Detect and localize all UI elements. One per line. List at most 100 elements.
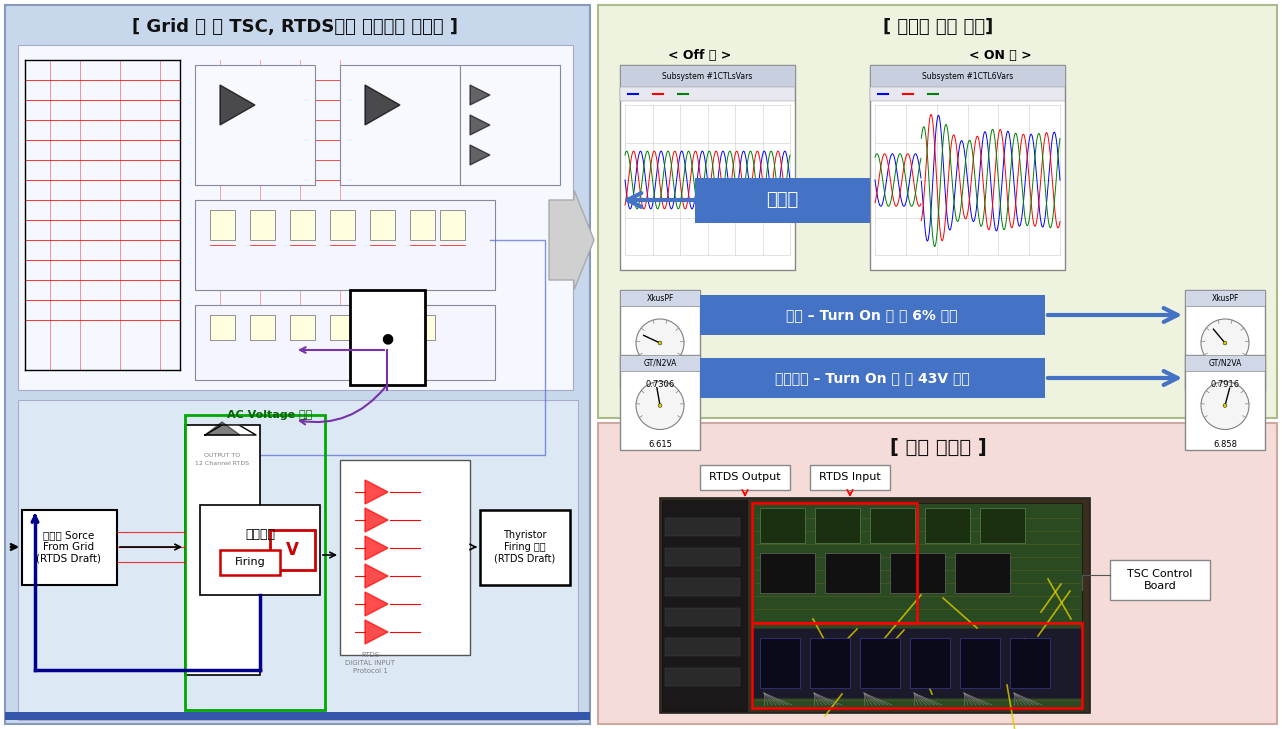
Polygon shape [365, 536, 388, 560]
Bar [290, 210, 315, 240]
Bar [250, 210, 276, 240]
Text: 6.615: 6.615 [649, 440, 672, 448]
Bar [1185, 355, 1265, 371]
Bar [620, 87, 795, 101]
Text: TSC Control
Board: TSC Control Board [1127, 569, 1192, 590]
Text: DIGITAL INPUT: DIGITAL INPUT [345, 660, 395, 666]
Polygon shape [470, 85, 490, 105]
Bar [195, 305, 495, 380]
Text: [ 개발 제어기 ]: [ 개발 제어기 ] [890, 437, 986, 456]
Bar [700, 465, 790, 490]
Bar [440, 210, 465, 240]
Bar [185, 415, 326, 710]
Bar [340, 460, 470, 655]
Text: Thyristor
Firing 신호
(RTDS Draft): Thyristor Firing 신호 (RTDS Draft) [495, 531, 555, 564]
Bar [665, 638, 740, 656]
Polygon shape [470, 145, 490, 165]
Bar [620, 65, 795, 87]
Bar [753, 628, 1082, 698]
Bar [870, 65, 1065, 270]
Text: 0.7916: 0.7916 [1210, 380, 1240, 389]
Bar [329, 315, 355, 340]
Bar [870, 65, 1065, 87]
Bar [760, 508, 805, 543]
Bar [340, 65, 460, 185]
Bar [695, 178, 870, 223]
Text: Subsystem #1CTL6Vars: Subsystem #1CTL6Vars [922, 71, 1013, 80]
Polygon shape [365, 564, 388, 588]
Text: 선간전압 – Turn On 시 약 43V 증가: 선간전압 – Turn On 시 약 43V 증가 [774, 371, 969, 385]
Text: 6.858: 6.858 [1213, 440, 1237, 448]
Text: RTDS Output: RTDS Output [709, 472, 781, 482]
Bar [662, 500, 747, 711]
Bar [1185, 290, 1265, 306]
Bar [870, 508, 915, 543]
Circle shape [658, 404, 662, 408]
Circle shape [636, 381, 685, 429]
Bar [979, 508, 1026, 543]
Bar [960, 638, 1000, 688]
Circle shape [1201, 319, 1249, 367]
Bar [760, 553, 815, 593]
Bar [597, 423, 1277, 724]
Text: 상전류: 상전류 [765, 191, 799, 209]
Bar [195, 200, 495, 290]
Text: AC Voltage 생성: AC Voltage 생성 [227, 410, 313, 420]
Circle shape [1201, 381, 1249, 429]
Text: GT/N2VA: GT/N2VA [644, 359, 677, 367]
Text: RTDS: RTDS [362, 652, 379, 658]
Text: 상전압 Sorce
From Grid
(RTDS Draft): 상전압 Sorce From Grid (RTDS Draft) [36, 531, 101, 564]
Bar [700, 358, 1045, 398]
Text: Protocol 1: Protocol 1 [353, 668, 387, 674]
Bar [329, 210, 355, 240]
Bar [826, 553, 879, 593]
Text: 역률 – Turn On 시 약 6% 증가: 역률 – Turn On 시 약 6% 증가 [786, 308, 958, 322]
Bar [290, 315, 315, 340]
Bar [700, 295, 1045, 335]
Bar [660, 498, 1090, 713]
Bar [5, 5, 590, 724]
Polygon shape [365, 620, 388, 644]
Bar [22, 510, 117, 585]
Bar [1010, 638, 1050, 688]
Bar [271, 530, 315, 570]
Text: < Off 시 >: < Off 시 > [668, 49, 732, 61]
Bar [870, 87, 1065, 101]
FancyArrow shape [549, 190, 594, 290]
Polygon shape [365, 480, 388, 504]
Bar [1185, 355, 1265, 450]
Bar [370, 210, 395, 240]
Bar [350, 290, 426, 385]
Bar [620, 290, 700, 390]
Bar [210, 315, 235, 340]
Bar [195, 65, 315, 185]
Text: ●: ● [381, 331, 394, 345]
Polygon shape [365, 85, 400, 125]
Bar [620, 290, 700, 306]
Text: 12 Channel RTDS: 12 Channel RTDS [195, 461, 249, 466]
Polygon shape [470, 115, 490, 135]
Bar [665, 608, 740, 626]
Bar [250, 315, 276, 340]
Polygon shape [205, 425, 256, 435]
Bar [5, 712, 590, 720]
Bar [810, 465, 890, 490]
Bar [18, 45, 573, 390]
Polygon shape [205, 422, 240, 435]
Circle shape [636, 319, 685, 367]
Bar [665, 518, 740, 536]
Text: GT/N2VA: GT/N2VA [1209, 359, 1242, 367]
Bar [760, 638, 800, 688]
Bar [185, 425, 260, 675]
Bar [753, 503, 1082, 708]
Bar [370, 315, 395, 340]
Text: Firing: Firing [235, 557, 265, 567]
Text: [ 상전류 발생 결과]: [ 상전류 발생 결과] [883, 18, 994, 36]
Bar [210, 210, 235, 240]
Bar [665, 668, 740, 686]
Text: < ON 시 >: < ON 시 > [969, 49, 1031, 61]
Circle shape [658, 341, 662, 345]
Text: [ Grid 부 및 TSC, RTDS와의 신호전달 모델링 ]: [ Grid 부 및 TSC, RTDS와의 신호전달 모델링 ] [132, 18, 458, 36]
Bar [665, 578, 740, 596]
Text: OUTPUT TO: OUTPUT TO [204, 453, 240, 458]
